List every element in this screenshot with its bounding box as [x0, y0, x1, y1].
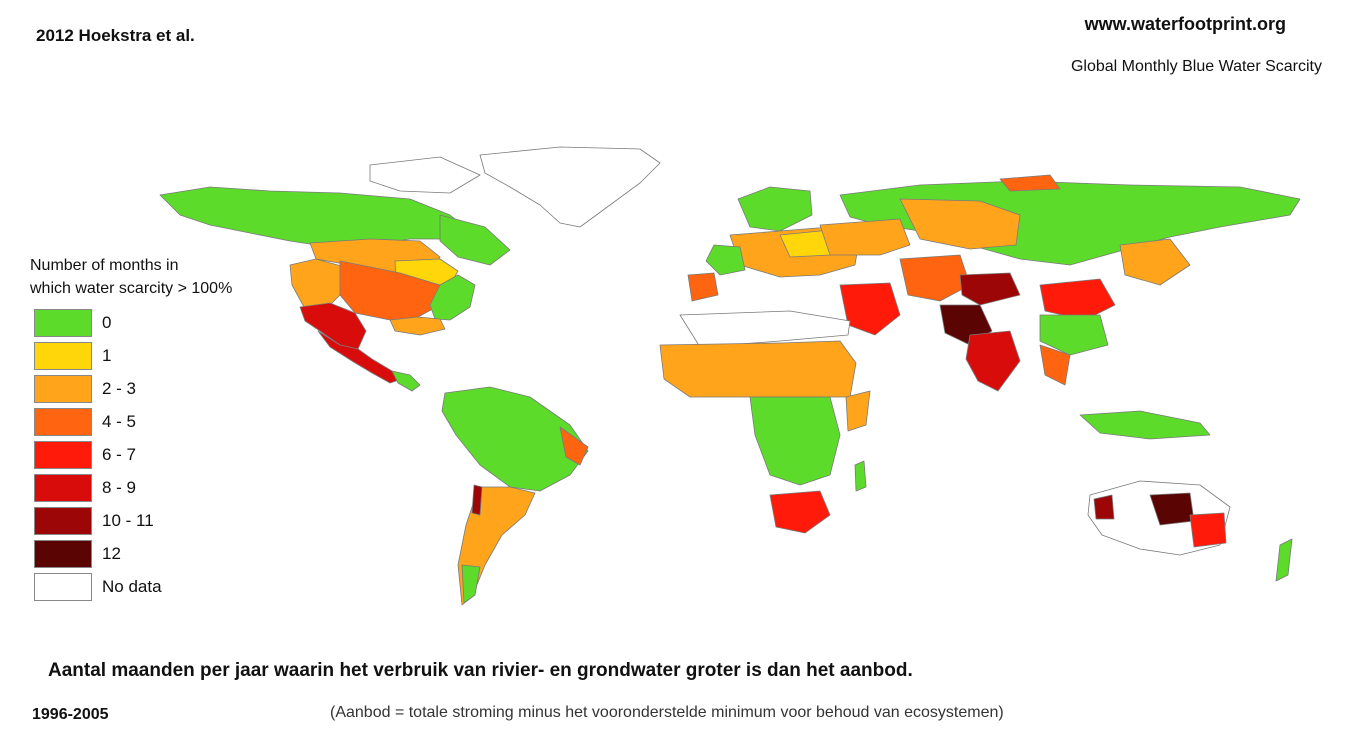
- region-east-asia-north: [1119, 238, 1191, 286]
- legend-swatch: [34, 539, 92, 568]
- legend-label: No data: [102, 576, 162, 596]
- legend-label: 8 - 9: [102, 477, 137, 497]
- region-greenland: [479, 146, 661, 228]
- legend-item: No data: [34, 570, 162, 603]
- region-south-america-north: [441, 386, 589, 492]
- citation: 2012 Hoekstra et al.: [36, 26, 195, 45]
- legend-label: 0: [102, 312, 112, 332]
- legend-item: 0: [34, 306, 162, 339]
- region-scandinavia: [737, 186, 813, 232]
- legend-swatch: [34, 473, 92, 502]
- legend: 0 1 2 - 3 4 - 5 6 - 7 8 - 9 10 - 11 12 No data: [34, 306, 162, 603]
- legend-label: 4 - 5: [102, 411, 137, 431]
- region-middle-east: [839, 282, 901, 336]
- region-kazakhstan: [819, 218, 911, 256]
- legend-item: 6 - 7: [34, 438, 162, 471]
- region-patagonia: [461, 564, 481, 604]
- legend-swatch: [34, 407, 92, 436]
- period: 1996-2005: [32, 706, 109, 723]
- legend-title-line1: Number of months in: [30, 257, 179, 274]
- legend-title-line2: which water scarcity > 100%: [30, 280, 233, 297]
- legend-swatch: [34, 440, 92, 469]
- region-central-africa: [749, 396, 841, 486]
- legend-item: 4 - 5: [34, 405, 162, 438]
- legend-swatch: [34, 506, 92, 535]
- legend-item: 1: [34, 339, 162, 372]
- region-russia: [839, 180, 1301, 266]
- region-indonesia: [1079, 410, 1211, 440]
- region-iran: [899, 254, 971, 302]
- region-horn-africa: [845, 390, 871, 432]
- region-chile-north: [471, 484, 483, 516]
- legend-swatch: [34, 374, 92, 403]
- region-usa-southeast: [389, 316, 446, 336]
- region-north-america-north: [159, 186, 471, 248]
- legend-swatch: [34, 572, 92, 601]
- legend-label: 10 - 11: [102, 510, 154, 530]
- region-mekong: [1039, 344, 1071, 386]
- region-canada-east: [439, 214, 511, 266]
- region-central-asia-dark: [959, 272, 1021, 306]
- caption: Aantal maanden per jaar waarin het verbr…: [48, 660, 913, 681]
- region-southern-africa: [769, 490, 831, 534]
- legend-item: 12: [34, 537, 162, 570]
- legend-item: 10 - 11: [34, 504, 162, 537]
- region-madagascar: [854, 460, 867, 492]
- region-china-north: [1039, 278, 1116, 321]
- region-russia-northeast: [999, 174, 1061, 192]
- legend-label: 1: [102, 345, 112, 365]
- legend-label: 12: [102, 543, 121, 563]
- region-europe-west: [705, 244, 746, 276]
- note: (Aanbod = totale stroming minus het voor…: [330, 704, 1004, 721]
- legend-label: 2 - 3: [102, 378, 137, 398]
- legend-swatch: [34, 308, 92, 337]
- region-india: [965, 330, 1021, 392]
- region-usa-east: [429, 274, 476, 321]
- region-australia-west: [1093, 494, 1115, 520]
- legend-item: 8 - 9: [34, 471, 162, 504]
- region-sahel: [659, 340, 857, 398]
- region-arctic-islands: [369, 156, 481, 194]
- website-url[interactable]: www.waterfootprint.org: [1084, 14, 1286, 34]
- map-title: Global Monthly Blue Water Scarcity: [1070, 58, 1322, 75]
- region-central-america: [391, 370, 421, 392]
- legend-swatch: [34, 341, 92, 370]
- region-central-asia: [899, 198, 1021, 250]
- region-ne-brazil: [559, 426, 589, 466]
- region-china-south: [1039, 314, 1109, 356]
- region-new-zealand: [1275, 538, 1293, 582]
- legend-title: Number of months in which water scarcity…: [30, 254, 232, 300]
- legend-item: 2 - 3: [34, 372, 162, 405]
- world-map: [159, 146, 1301, 606]
- region-australia-east: [1189, 512, 1227, 548]
- legend-label: 6 - 7: [102, 444, 137, 464]
- region-iberia: [687, 272, 719, 302]
